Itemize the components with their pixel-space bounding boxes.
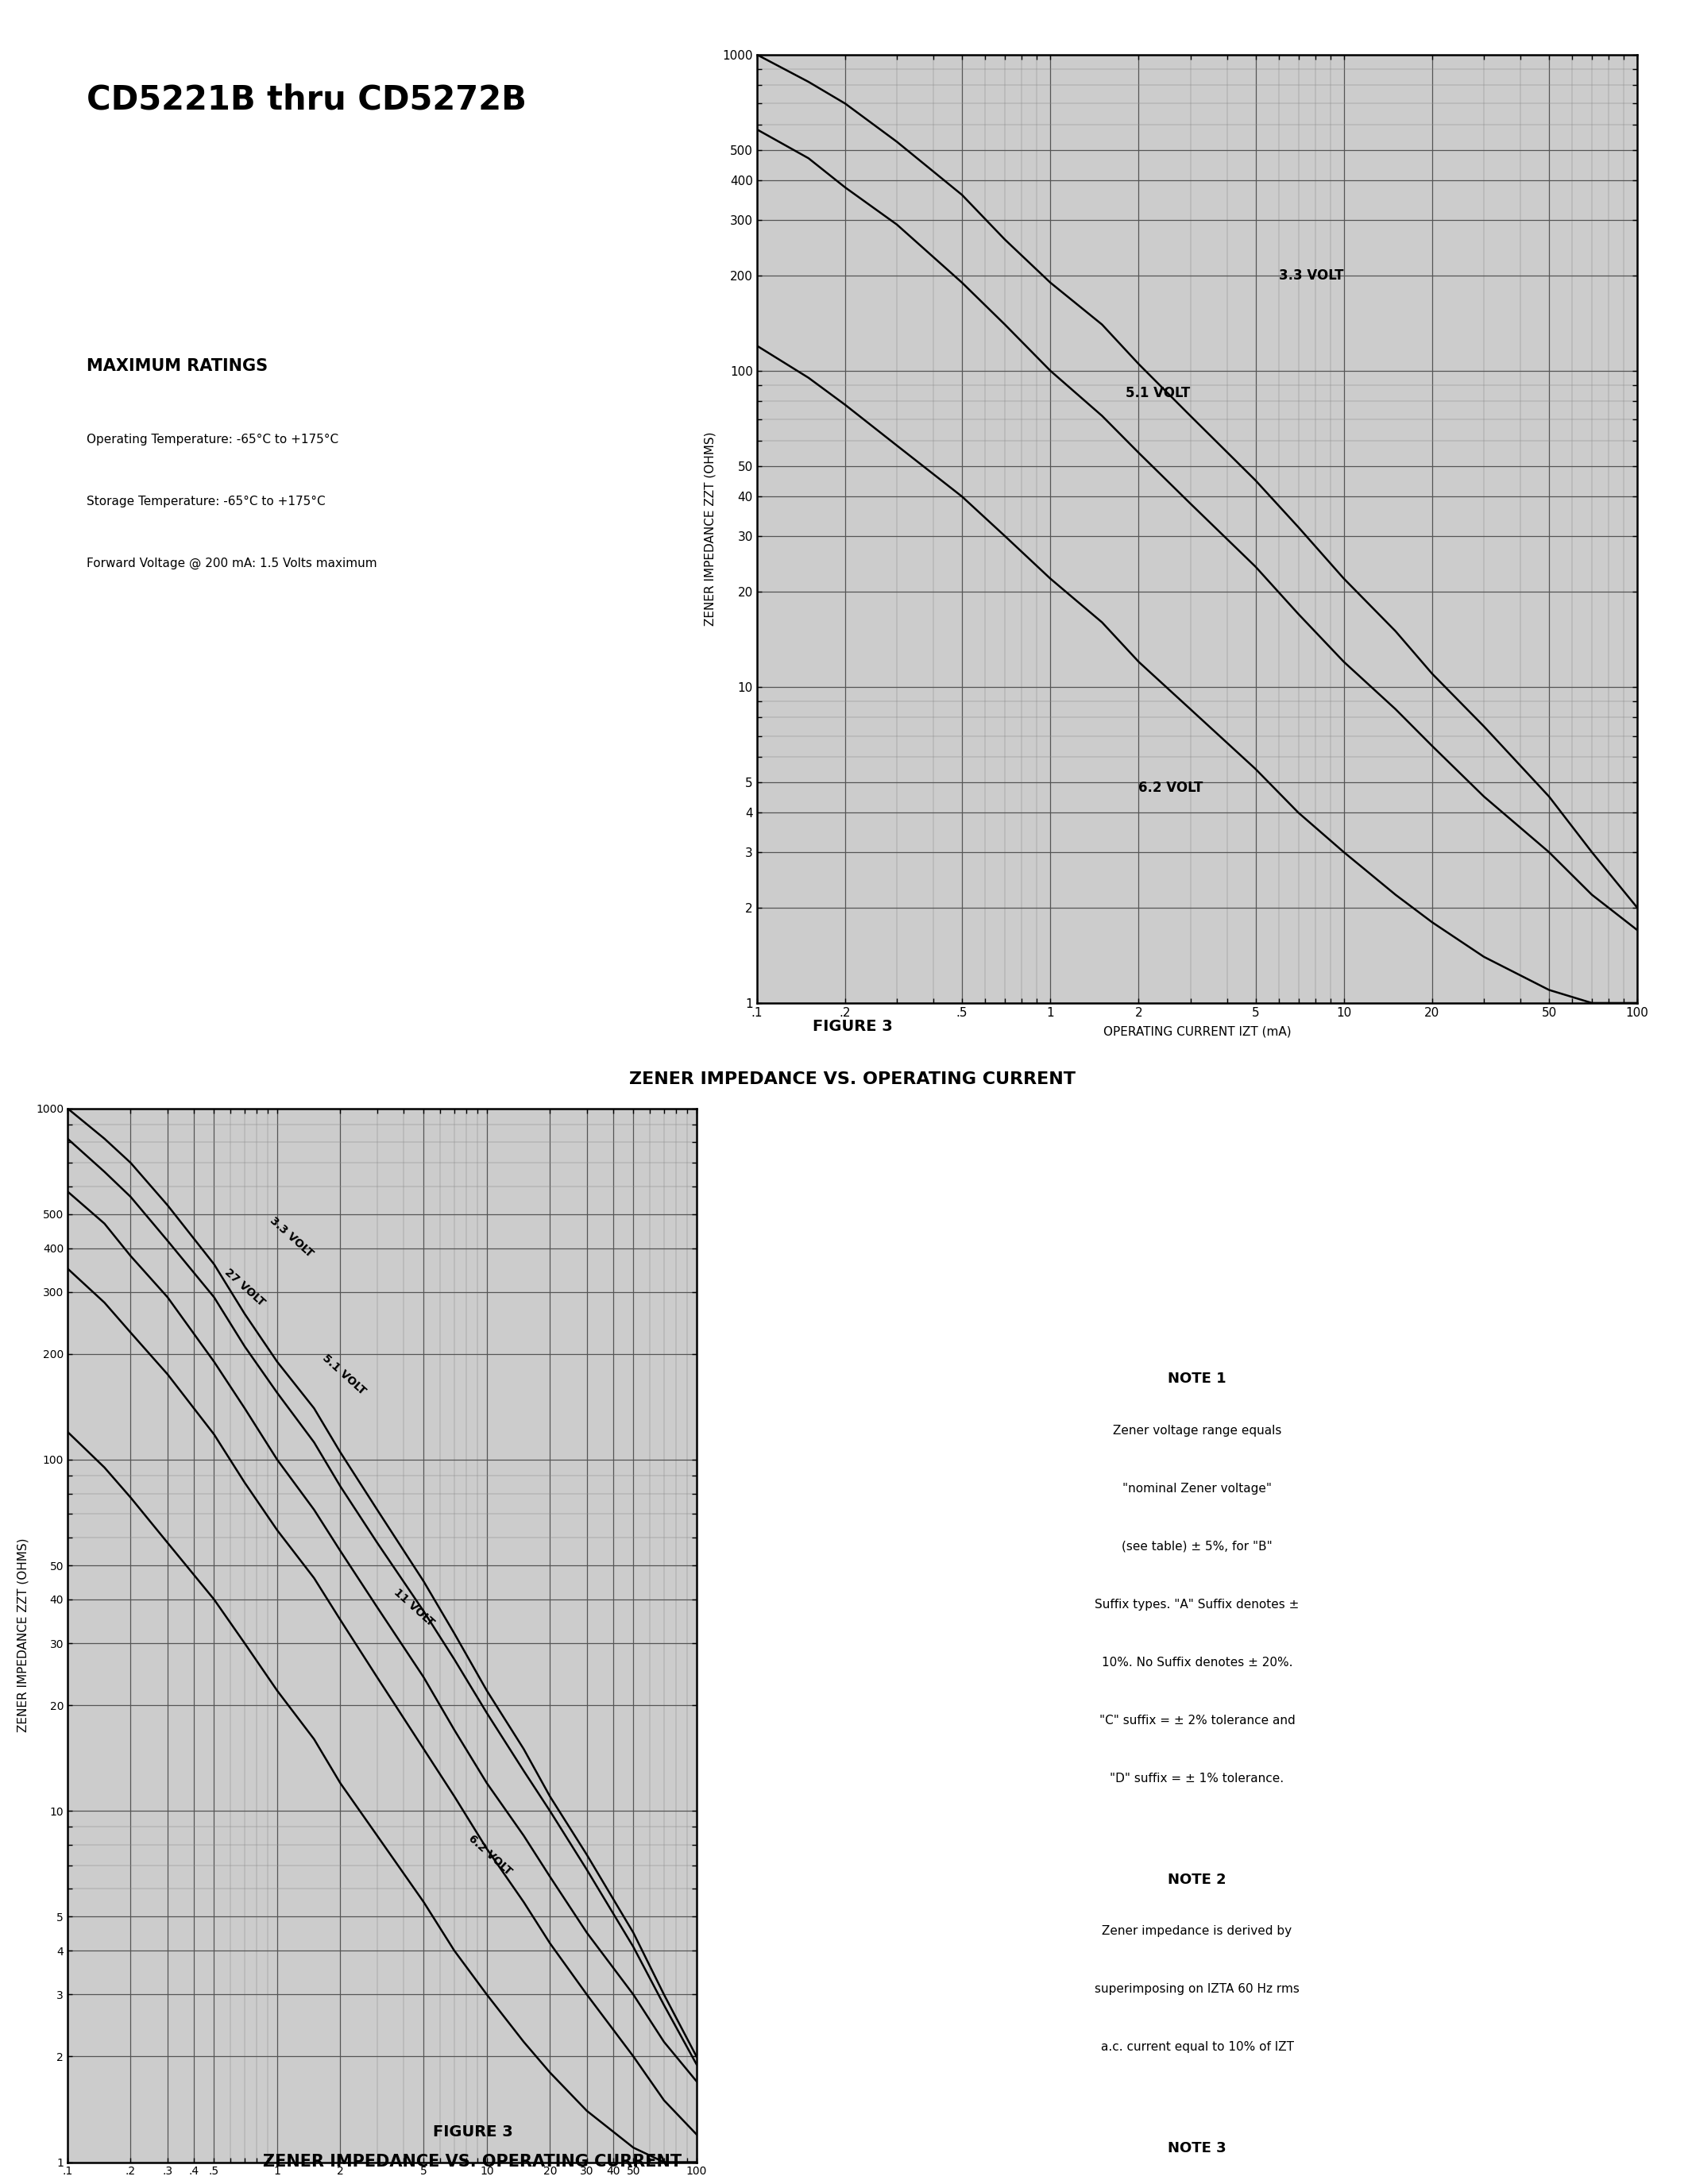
Text: 10%. No Suffix denotes ± 20%.: 10%. No Suffix denotes ± 20%. bbox=[1102, 1655, 1293, 1669]
Text: Suffix types. "A" Suffix denotes ±: Suffix types. "A" Suffix denotes ± bbox=[1096, 1599, 1300, 1610]
Text: superimposing on IZTA 60 Hz rms: superimposing on IZTA 60 Hz rms bbox=[1096, 1983, 1300, 1994]
Text: NOTE 1: NOTE 1 bbox=[1168, 1372, 1227, 1387]
Text: "D" suffix = ± 1% tolerance.: "D" suffix = ± 1% tolerance. bbox=[1111, 1771, 1285, 1784]
Text: 5.1 VOLT: 5.1 VOLT bbox=[1126, 387, 1190, 400]
Text: "nominal Zener voltage": "nominal Zener voltage" bbox=[1123, 1483, 1271, 1494]
Y-axis label: ZENER IMPEDANCE ZZT (OHMS): ZENER IMPEDANCE ZZT (OHMS) bbox=[17, 1538, 29, 1732]
Text: NOTE 3: NOTE 3 bbox=[1168, 2140, 1227, 2156]
Text: Storage Temperature: -65°C to +175°C: Storage Temperature: -65°C to +175°C bbox=[86, 496, 326, 507]
Text: 6.2 VOLT: 6.2 VOLT bbox=[1139, 780, 1204, 795]
Text: CD5221B thru CD5272B: CD5221B thru CD5272B bbox=[86, 83, 527, 116]
Text: 6.2 VOLT: 6.2 VOLT bbox=[466, 1832, 515, 1876]
Text: 27 VOLT: 27 VOLT bbox=[223, 1267, 267, 1308]
Text: 3.3 VOLT: 3.3 VOLT bbox=[1280, 269, 1344, 282]
Text: 3.3 VOLT: 3.3 VOLT bbox=[268, 1214, 316, 1260]
Text: ZENER IMPEDANCE VS. OPERATING CURRENT: ZENER IMPEDANCE VS. OPERATING CURRENT bbox=[263, 2153, 682, 2169]
Text: MAXIMUM RATINGS: MAXIMUM RATINGS bbox=[86, 358, 268, 373]
Y-axis label: ZENER IMPEDANCE ZZT (OHMS): ZENER IMPEDANCE ZZT (OHMS) bbox=[704, 432, 716, 627]
Text: NOTE 2: NOTE 2 bbox=[1168, 1872, 1227, 1887]
Text: ZENER IMPEDANCE VS. OPERATING CURRENT: ZENER IMPEDANCE VS. OPERATING CURRENT bbox=[630, 1072, 1075, 1088]
Text: Forward Voltage @ 200 mA: 1.5 Volts maximum: Forward Voltage @ 200 mA: 1.5 Volts maxi… bbox=[86, 557, 376, 570]
Text: 11 VOLT: 11 VOLT bbox=[392, 1586, 436, 1627]
X-axis label: OPERATING CURRENT IZT (mA): OPERATING CURRENT IZT (mA) bbox=[1104, 1026, 1291, 1037]
Text: (see table) ± 5%, for "B": (see table) ± 5%, for "B" bbox=[1123, 1540, 1273, 1553]
Text: Zener voltage range equals: Zener voltage range equals bbox=[1112, 1424, 1281, 1437]
Text: Zener impedance is derived by: Zener impedance is derived by bbox=[1102, 1924, 1291, 1937]
Text: a.c. current equal to 10% of IZT: a.c. current equal to 10% of IZT bbox=[1101, 2042, 1293, 2053]
Text: Operating Temperature: -65°C to +175°C: Operating Temperature: -65°C to +175°C bbox=[86, 435, 338, 446]
Text: 5.1 VOLT: 5.1 VOLT bbox=[321, 1352, 368, 1396]
Text: FIGURE 3: FIGURE 3 bbox=[432, 2125, 513, 2138]
Text: FIGURE 3: FIGURE 3 bbox=[812, 1018, 893, 1033]
Text: "C" suffix = ± 2% tolerance and: "C" suffix = ± 2% tolerance and bbox=[1099, 1714, 1295, 1725]
